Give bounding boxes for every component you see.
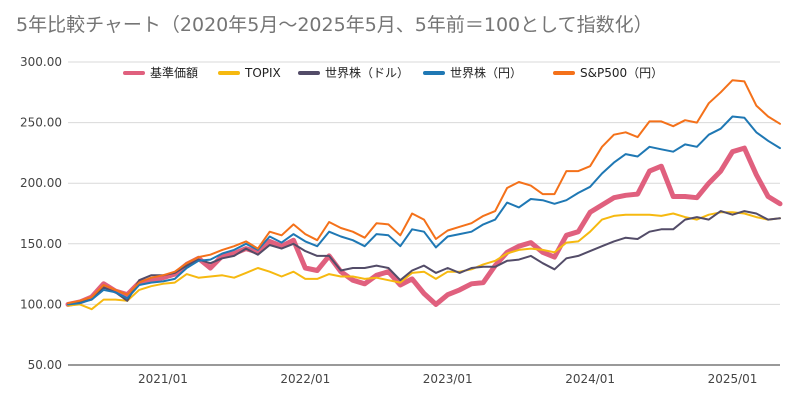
y-tick-label: 250.00 xyxy=(20,116,62,130)
legend-label: TOPIX xyxy=(244,66,281,80)
y-tick-label: 300.00 xyxy=(20,55,62,69)
x-tick-label: 2024/01 xyxy=(565,372,615,386)
legend-label: 世界株（円） xyxy=(450,65,522,80)
x-tick-label: 2022/01 xyxy=(280,372,330,386)
legend-label: S&P500（円） xyxy=(580,66,663,80)
chart-title: 5年比較チャート（2020年5月～2025年5月、5年前＝100として指数化） xyxy=(16,14,653,36)
y-tick-label: 50.00 xyxy=(28,358,62,372)
series-line-4 xyxy=(67,79,781,305)
series-line-2 xyxy=(67,210,781,306)
legend-label: 世界株（ドル） xyxy=(325,65,409,80)
legend-label: 基準価額 xyxy=(150,65,198,80)
x-tick-label: 2021/01 xyxy=(138,372,188,386)
x-tick-label: 2025/01 xyxy=(708,372,758,386)
x-tick-label: 2023/01 xyxy=(423,372,473,386)
y-tick-label: 150.00 xyxy=(20,237,62,251)
series-line-1 xyxy=(67,211,781,311)
series-line-3 xyxy=(67,115,781,306)
series-line-0 xyxy=(65,145,783,307)
y-tick-label: 200.00 xyxy=(20,176,62,190)
y-tick-label: 100.00 xyxy=(20,297,62,311)
